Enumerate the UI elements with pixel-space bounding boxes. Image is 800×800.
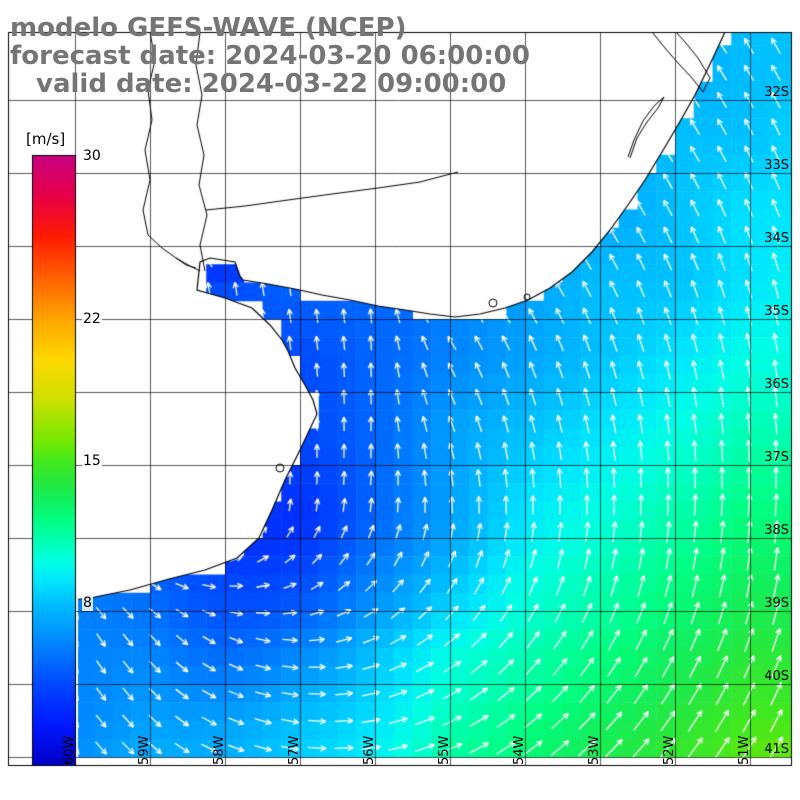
lat-label: 33S [764, 158, 789, 173]
lat-label: 39S [764, 596, 789, 611]
colorbar-tick-label: 30 [82, 148, 102, 164]
lon-label: 54W [512, 735, 527, 765]
lat-label: 40S [764, 669, 789, 684]
colorbar-tick-label: 22 [82, 310, 102, 327]
colorbar-tick-label: 8 [82, 595, 93, 612]
lat-label: 32S [764, 85, 789, 100]
lat-label: 34S [764, 231, 789, 246]
colorbar-tick-label: 15 [82, 453, 102, 469]
lon-label: 56W [362, 735, 377, 765]
lon-label: 53W [587, 735, 602, 765]
colorbar-unit-label: [m/s] [26, 130, 66, 148]
lat-label: 36S [764, 377, 789, 392]
lat-label: 35S [764, 304, 789, 319]
lon-label: 57W [287, 735, 302, 765]
lat-label: 37S [764, 450, 789, 465]
lon-label: 60W [62, 735, 77, 765]
lat-label: 38S [764, 523, 789, 538]
lon-label: 58W [212, 735, 227, 765]
lon-label: 59W [137, 735, 152, 765]
lon-label: 51W [737, 735, 752, 765]
lat-label: 41S [764, 742, 789, 757]
lon-label: 55W [437, 735, 452, 765]
lon-label: 52W [662, 735, 677, 765]
